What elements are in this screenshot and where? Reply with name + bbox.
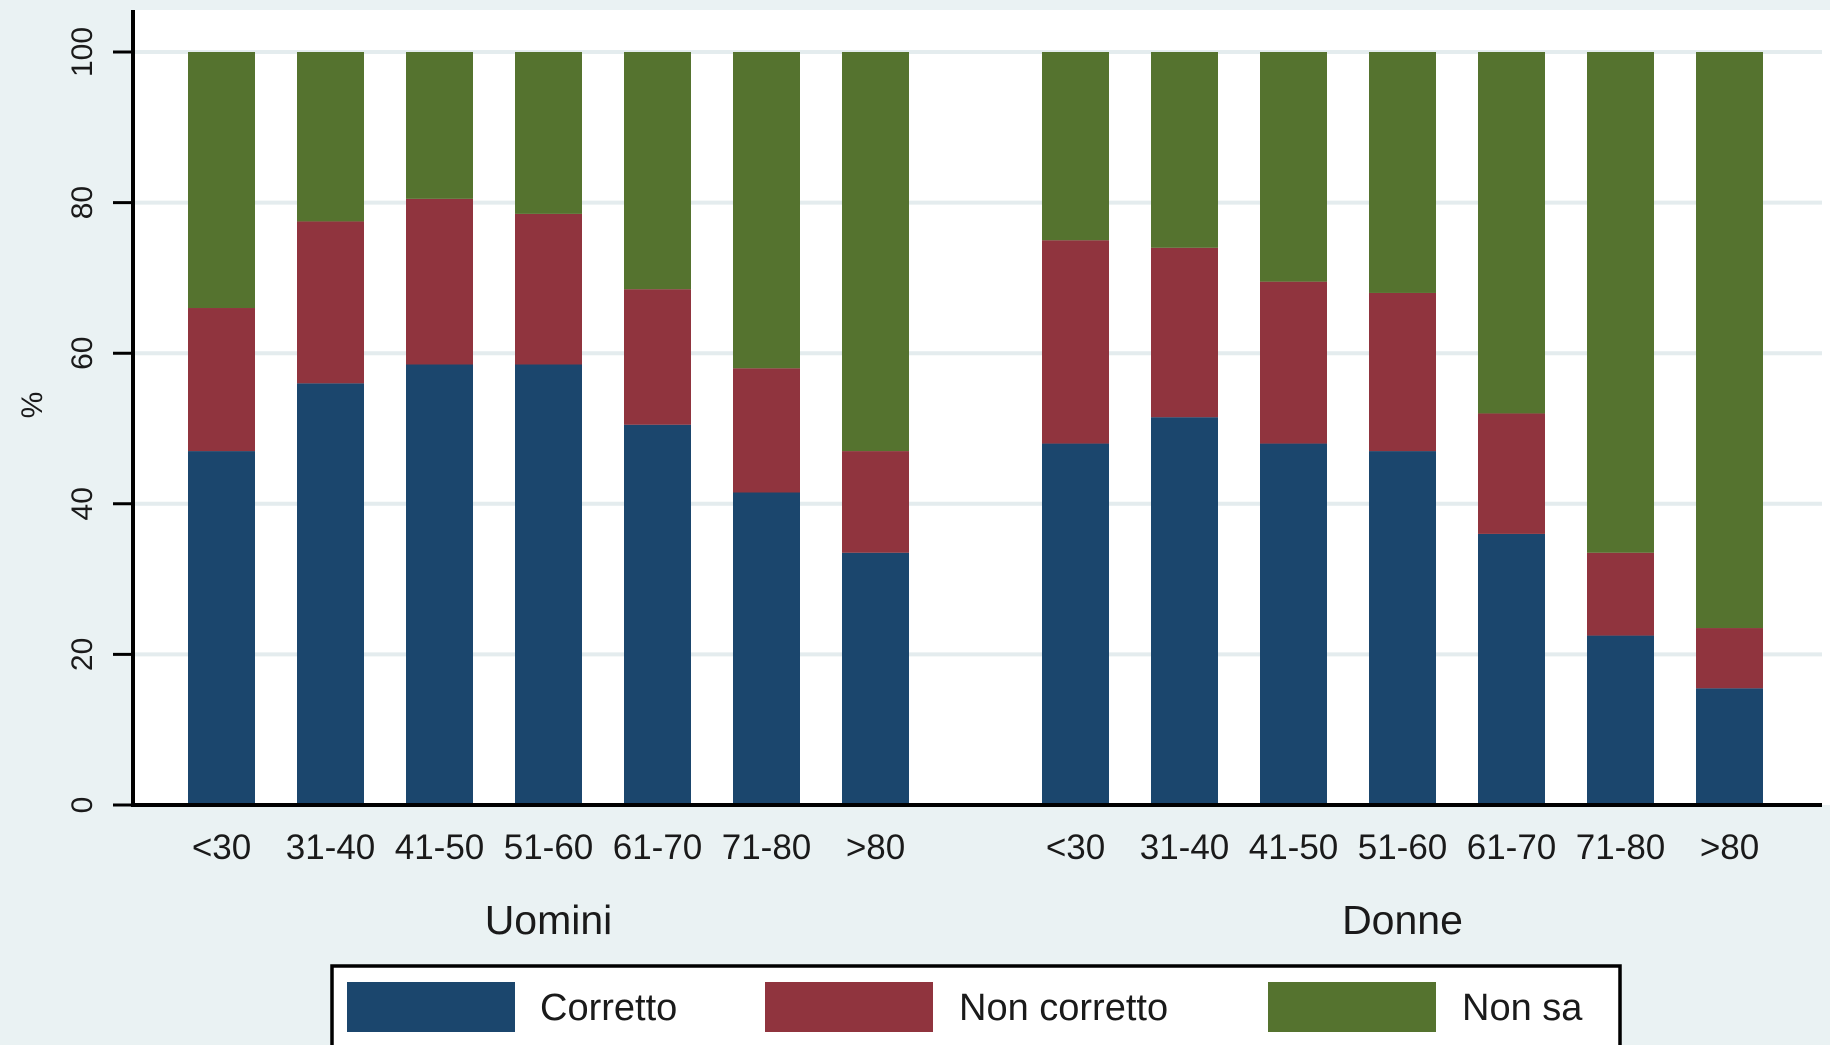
x-tick-label: 51-60: [1358, 828, 1448, 867]
legend-key: [347, 982, 515, 1032]
bar-segment: [842, 451, 909, 553]
bar-segment: [1260, 443, 1327, 805]
bar-segment: [624, 424, 691, 805]
bar-segment: [297, 383, 364, 805]
group-label: Donne: [1342, 897, 1463, 943]
x-tick-label: 61-70: [1467, 828, 1557, 867]
bar-segment: [1042, 52, 1109, 241]
y-tick-label: 40: [66, 487, 99, 520]
x-tick-label: <30: [1046, 828, 1105, 867]
bar-segment: [842, 552, 909, 805]
x-tick-label: 41-50: [395, 828, 485, 867]
y-axis-label: %: [16, 392, 49, 419]
bar-segment: [1696, 688, 1763, 805]
bar-segment: [188, 308, 255, 452]
bar-segment: [1151, 52, 1218, 248]
bar-segment: [624, 52, 691, 290]
bar-segment: [1369, 292, 1436, 452]
bar-segment: [1478, 533, 1545, 805]
bar-segment: [624, 289, 691, 425]
x-tick-label: 31-40: [1140, 828, 1230, 867]
bar-segment: [1587, 552, 1654, 636]
x-tick-label: 61-70: [613, 828, 703, 867]
group-labels: Uomini Donne: [485, 897, 1463, 943]
bar-segment: [1151, 247, 1218, 418]
bar-segment: [1260, 281, 1327, 444]
y-tick-label: 60: [66, 337, 99, 370]
y-ticks: 0 20 40 60 80 100: [66, 27, 133, 813]
bar-segment: [406, 364, 473, 805]
x-tick-label: 41-50: [1249, 828, 1339, 867]
bar-segment: [188, 451, 255, 805]
bar-segment: [1696, 52, 1763, 629]
bar-segment: [842, 52, 909, 452]
y-tick-label: 0: [66, 797, 99, 814]
bar-segment: [297, 221, 364, 384]
x-tick-label: 31-40: [286, 828, 376, 867]
bar-segment: [406, 198, 473, 365]
x-tick-label: 51-60: [504, 828, 594, 867]
bar-segment: [515, 364, 582, 805]
x-tick-label: <30: [192, 828, 251, 867]
bar-segment: [406, 52, 473, 199]
plot-area: [133, 10, 1830, 805]
bar-segment: [733, 52, 800, 369]
bar-segment: [297, 52, 364, 222]
legend-label: Corretto: [540, 987, 677, 1029]
bar-segment: [1478, 52, 1545, 414]
legend-label: Non corretto: [959, 987, 1168, 1029]
bar-segment: [733, 492, 800, 805]
group-label: Uomini: [485, 897, 613, 943]
bar-segment: [1587, 52, 1654, 553]
y-tick-label: 100: [66, 27, 99, 77]
legend-key: [1268, 982, 1436, 1032]
legend-label: Non sa: [1462, 987, 1583, 1029]
y-tick-label: 80: [66, 186, 99, 219]
legend-key: [765, 982, 933, 1032]
x-tick-label: >80: [846, 828, 905, 867]
bars: [188, 52, 1763, 805]
bar-segment: [188, 52, 255, 309]
bar-segment: [1151, 417, 1218, 805]
x-tick-label: >80: [1700, 828, 1759, 867]
bar-segment: [1369, 451, 1436, 805]
bar-segment: [733, 368, 800, 493]
bar-segment: [1042, 443, 1109, 805]
legend: Corretto Non corretto Non sa: [330, 964, 1622, 1045]
y-tick-label: 20: [66, 638, 99, 671]
x-tick-label: 71-80: [1576, 828, 1666, 867]
axes: [131, 10, 1822, 807]
bar-segment: [515, 213, 582, 365]
bar-segment: [1587, 635, 1654, 805]
x-tick-label: 71-80: [722, 828, 812, 867]
bar-segment: [515, 52, 582, 214]
bar-segment: [1369, 52, 1436, 293]
bar-segment: [1260, 52, 1327, 282]
x-tick-labels: <30 31-40 41-50 51-60 61-70 71-80 >80 <30 31-40 4…: [192, 828, 1759, 867]
bar-segment: [1478, 413, 1545, 534]
bar-segment: [1042, 240, 1109, 444]
bar-segment: [1696, 628, 1763, 689]
